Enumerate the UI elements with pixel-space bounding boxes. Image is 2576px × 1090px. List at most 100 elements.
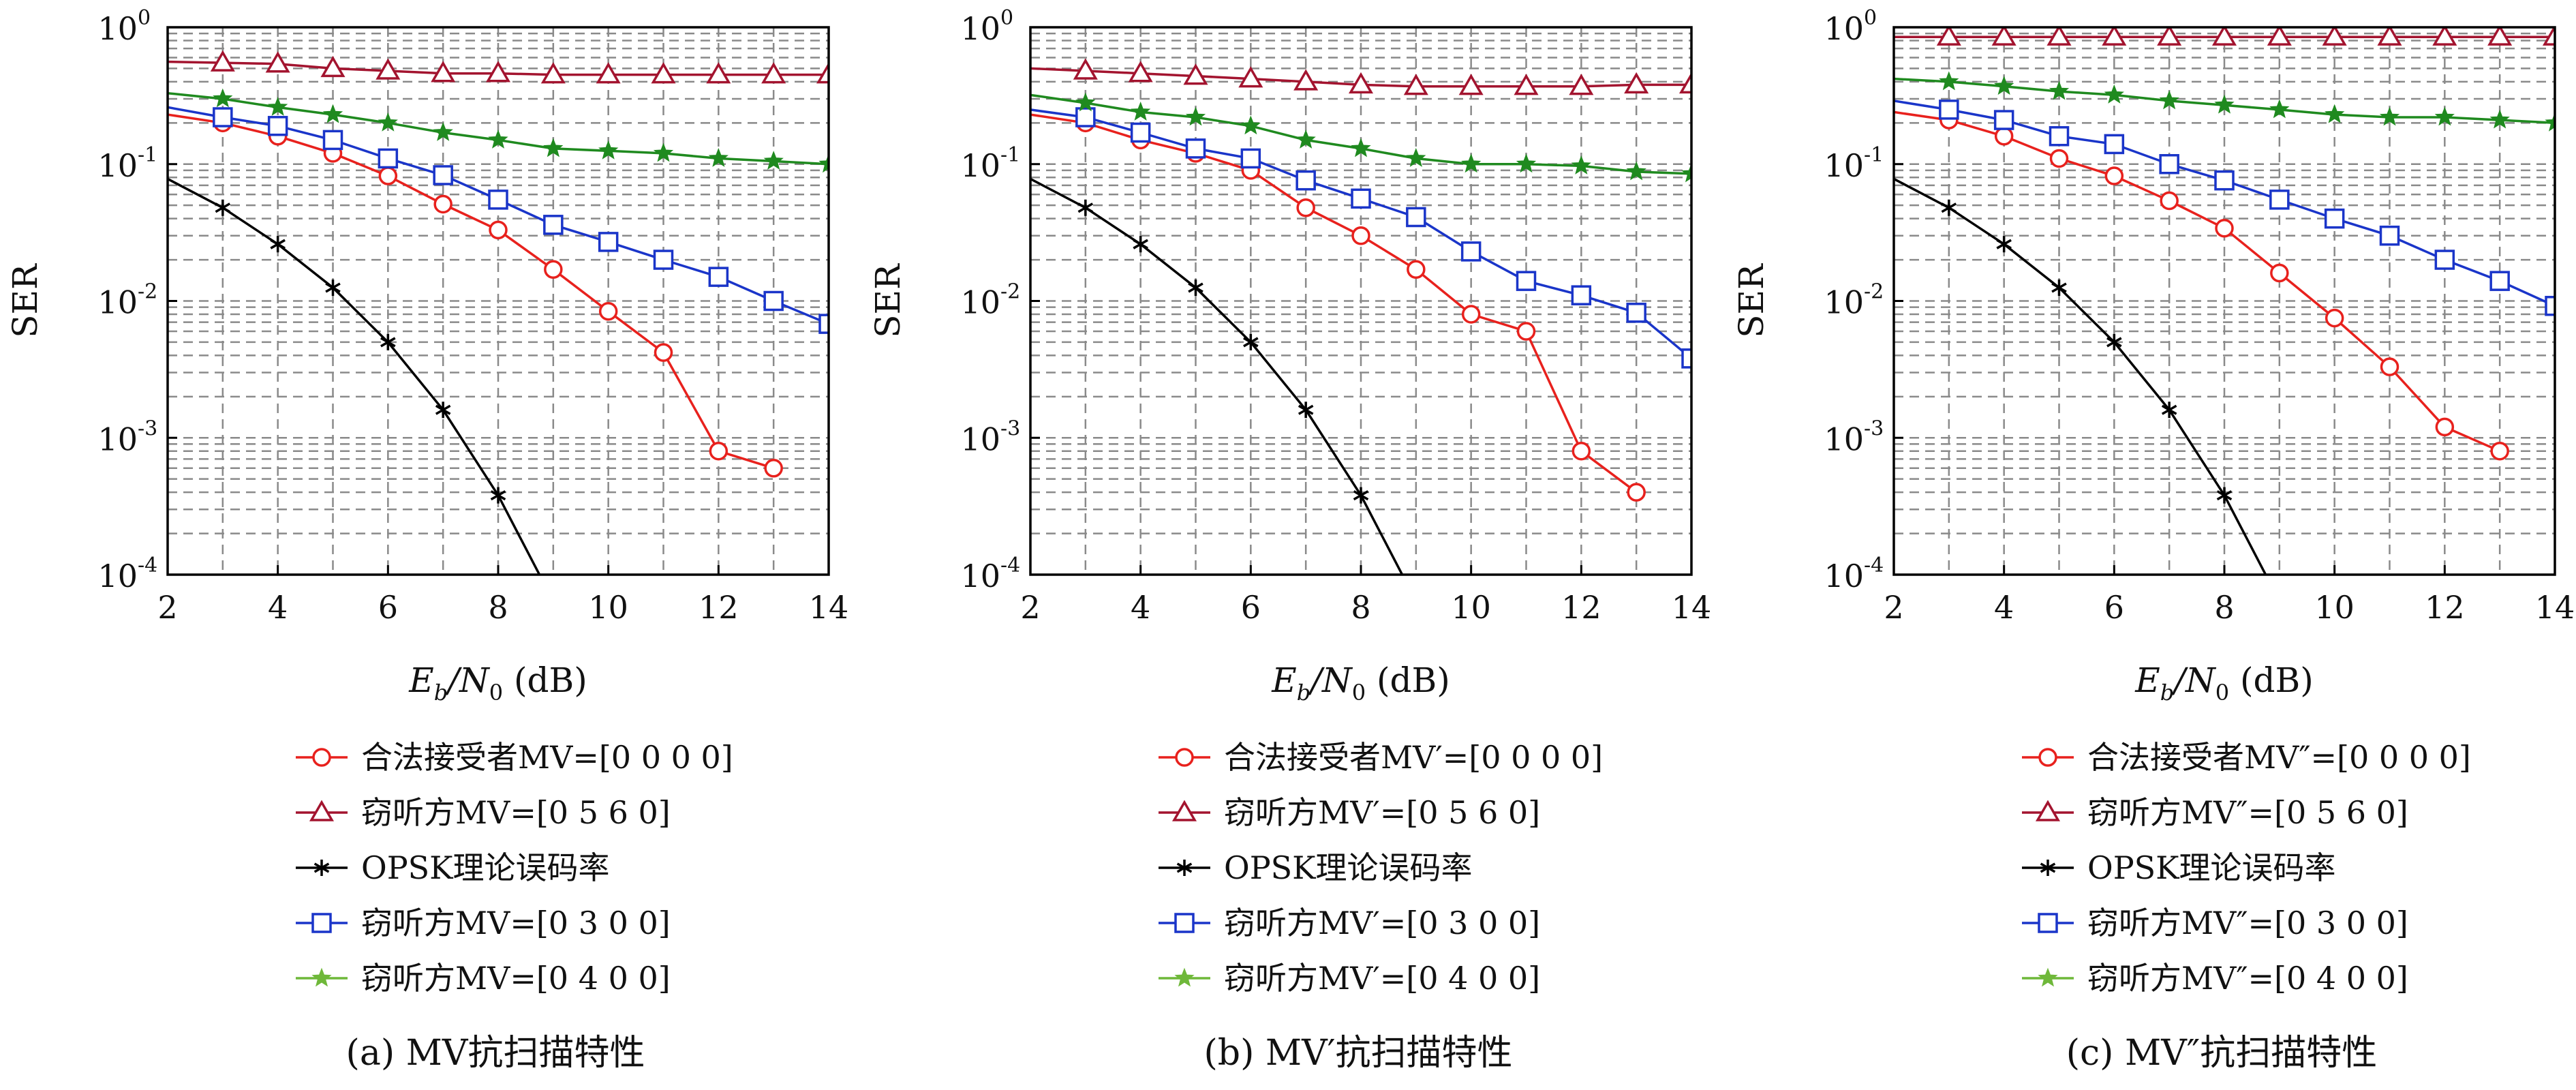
data-point: [1994, 76, 2014, 95]
series-star5: [1894, 71, 2555, 132]
y-tick-base: 10: [960, 284, 1000, 321]
series-star6: [1030, 177, 1404, 575]
data-point: [2435, 417, 2455, 437]
data-point: [1571, 441, 1591, 461]
y-tick-exponent: -4: [1864, 554, 1884, 577]
data-point: [1240, 115, 1261, 135]
data-point: [816, 62, 829, 84]
y-tick-exponent: -1: [138, 143, 157, 167]
legend-item: OPSK理论误码率: [1159, 849, 1473, 886]
data-point: [1626, 303, 1646, 323]
x-tick-label: 4: [268, 589, 288, 626]
data-point: [268, 97, 288, 116]
x-axis: 2 4 6 8 10 12 14: [1884, 565, 2575, 626]
data-point: [270, 236, 286, 253]
data-point: [1514, 74, 1539, 95]
data-point: [1077, 199, 1094, 216]
x-axis-label-sub2: 0: [489, 680, 503, 706]
y-tick-label: 10 -2: [960, 280, 1020, 321]
x-axis-label-unit: (dB): [2229, 661, 2314, 700]
data-point: [544, 260, 563, 279]
x-tick-label: 6: [1241, 589, 1261, 626]
legend-label: OPSK理论误码率: [1224, 849, 1473, 886]
data-point: [2542, 27, 2555, 46]
legend-item: 窃听方MV′=[0 4 0 0]: [1159, 960, 1540, 997]
y-axis-label: SER: [868, 263, 908, 338]
data-point: [2269, 190, 2290, 210]
data-point: [2159, 154, 2179, 175]
y-tick-label: 10 0: [960, 6, 1013, 47]
data-point: [325, 279, 341, 297]
data-point: [2049, 149, 2069, 168]
y-tick-exponent: -1: [1000, 143, 1020, 167]
series-star5: [168, 88, 829, 173]
y-tick-label: 10 0: [97, 6, 151, 47]
y-tick-label: 10 -3: [960, 417, 1020, 457]
legend-item: OPSK理论误码率: [2022, 849, 2336, 886]
legend-label: 合法接受者MV=[0 0 0 0]: [361, 739, 733, 776]
data-point: [2159, 90, 2179, 110]
x-tick-label: 4: [1994, 589, 2014, 626]
y-tick-label: 10 -3: [97, 417, 157, 457]
legend: 合法接受者MV=[0 0 0 0] 窃听方MV=[0 5 6 0] OPSK理论误码…: [296, 739, 733, 997]
data-point: [1681, 163, 1691, 183]
data-point: [1348, 72, 1374, 94]
legend-item: 窃听方MV′=[0 5 6 0]: [1159, 794, 1540, 831]
data-point: [2487, 27, 2513, 46]
x-axis-label-unit: (dB): [503, 661, 587, 700]
series-star6: [168, 177, 541, 575]
legend-item: 窃听方MV=[0 4 0 0]: [296, 960, 671, 997]
data-point: [2377, 27, 2402, 46]
data-point: [1351, 138, 1371, 157]
data-point: [433, 122, 453, 141]
data-point: [489, 220, 508, 240]
data-point: [2102, 27, 2127, 46]
data-point: [818, 153, 829, 173]
legend-marker: [311, 913, 332, 933]
data-point: [1185, 106, 1206, 126]
data-point: [1624, 72, 1649, 94]
data-point: [1295, 170, 1316, 191]
y-tick-label: 10 -4: [1824, 554, 1884, 594]
y-tick-label: 10 -1: [1824, 143, 1884, 184]
data-point: [2269, 99, 2290, 119]
series-circle: [168, 113, 783, 478]
y-tick-label: 10 -2: [97, 280, 157, 321]
x-tick-label: 14: [1672, 589, 1712, 626]
data-point: [213, 107, 233, 127]
legend: 合法接受者MV″=[0 0 0 0] 窃听方MV″=[0 5 6 0] OPSK理论…: [2022, 739, 2471, 997]
y-tick-label: 10 -4: [97, 554, 157, 594]
data-point: [818, 314, 829, 334]
data-point: [1243, 333, 1259, 350]
data-point: [2379, 225, 2400, 246]
data-point: [1238, 66, 1263, 88]
data-point: [2104, 134, 2125, 155]
x-axis-label-sub1: b: [1297, 680, 1310, 706]
series-line: [168, 113, 774, 470]
legend-marker: [312, 748, 331, 767]
data-point: [2049, 126, 2070, 147]
y-axis-label: SER: [1732, 263, 1771, 338]
y-tick-base: 10: [1824, 421, 1864, 457]
legend-label: 窃听方MV′=[0 4 0 0]: [1224, 960, 1540, 997]
legend-item: 窃听方MV=[0 5 6 0]: [296, 794, 671, 831]
data-point: [1516, 153, 1537, 173]
y-tick-base: 10: [1824, 147, 1864, 184]
legend-label: 窃听方MV=[0 3 0 0]: [361, 905, 671, 941]
x-tick-label: 2: [1020, 589, 1040, 626]
x-axis-label: Eb/N0 (dB): [2134, 661, 2314, 706]
data-point: [2380, 357, 2399, 376]
data-point: [1941, 199, 1957, 216]
x-tick-label: 14: [809, 589, 849, 626]
legend-label: 窃听方MV′=[0 5 6 0]: [1224, 794, 1540, 831]
legend-marker: [2038, 913, 2058, 933]
x-axis-label: Eb/N0 (dB): [1271, 661, 1450, 706]
data-point: [433, 194, 453, 214]
data-point: [598, 140, 619, 160]
data-point: [2490, 441, 2509, 461]
data-point: [761, 62, 786, 84]
data-point: [1461, 305, 1481, 324]
data-point: [1351, 226, 1370, 245]
